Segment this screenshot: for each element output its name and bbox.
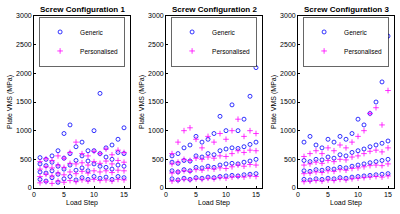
svg-text:Load Step: Load Step — [66, 199, 98, 207]
svg-text:Personalised: Personalised — [212, 47, 250, 54]
svg-text:Plate VMS (MPa): Plate VMS (MPa) — [270, 75, 278, 129]
svg-text:500: 500 — [20, 156, 32, 163]
svg-text:3000: 3000 — [148, 12, 164, 19]
svg-text:2000: 2000 — [16, 70, 32, 77]
svg-text:2500: 2500 — [16, 41, 32, 48]
svg-text:Generic: Generic — [344, 28, 368, 35]
svg-text:500: 500 — [152, 156, 164, 163]
svg-text:15: 15 — [252, 191, 260, 198]
svg-text:1500: 1500 — [280, 98, 296, 105]
svg-text:15: 15 — [120, 191, 128, 198]
svg-text:1500: 1500 — [148, 98, 164, 105]
svg-text:Generic: Generic — [80, 28, 104, 35]
svg-text:2000: 2000 — [148, 70, 164, 77]
svg-text:Screw Configuration 2: Screw Configuration 2 — [172, 5, 257, 14]
svg-text:1000: 1000 — [148, 127, 164, 134]
svg-text:1500: 1500 — [16, 98, 32, 105]
svg-text:10: 10 — [354, 191, 362, 198]
svg-text:0: 0 — [32, 191, 36, 198]
svg-text:Plate VMS (MPa): Plate VMS (MPa) — [138, 75, 146, 129]
svg-text:Personalised: Personalised — [80, 47, 118, 54]
svg-text:Screw Configuration 1: Screw Configuration 1 — [40, 5, 125, 14]
svg-text:5: 5 — [194, 191, 198, 198]
svg-text:5: 5 — [326, 191, 330, 198]
svg-text:0: 0 — [164, 191, 168, 198]
svg-text:10: 10 — [222, 191, 230, 198]
svg-text:15: 15 — [384, 191, 392, 198]
svg-text:0: 0 — [292, 184, 296, 191]
svg-text:2500: 2500 — [148, 41, 164, 48]
svg-text:5: 5 — [62, 191, 66, 198]
svg-text:2500: 2500 — [280, 41, 296, 48]
svg-text:10: 10 — [90, 191, 98, 198]
svg-text:Plate VMS (MPa): Plate VMS (MPa) — [6, 75, 14, 129]
svg-text:3000: 3000 — [280, 12, 296, 19]
svg-text:Load Step: Load Step — [330, 199, 362, 207]
svg-text:Generic: Generic — [212, 28, 236, 35]
svg-text:Personalised: Personalised — [344, 47, 382, 54]
svg-text:Screw Configuration 3: Screw Configuration 3 — [304, 5, 389, 14]
svg-text:0: 0 — [28, 184, 32, 191]
svg-text:Load Step: Load Step — [198, 199, 230, 207]
svg-text:500: 500 — [284, 156, 296, 163]
svg-text:2000: 2000 — [280, 70, 296, 77]
svg-text:3000: 3000 — [16, 12, 32, 19]
svg-text:0: 0 — [296, 191, 300, 198]
svg-text:0: 0 — [160, 184, 164, 191]
svg-text:1000: 1000 — [280, 127, 296, 134]
svg-text:1000: 1000 — [16, 127, 32, 134]
